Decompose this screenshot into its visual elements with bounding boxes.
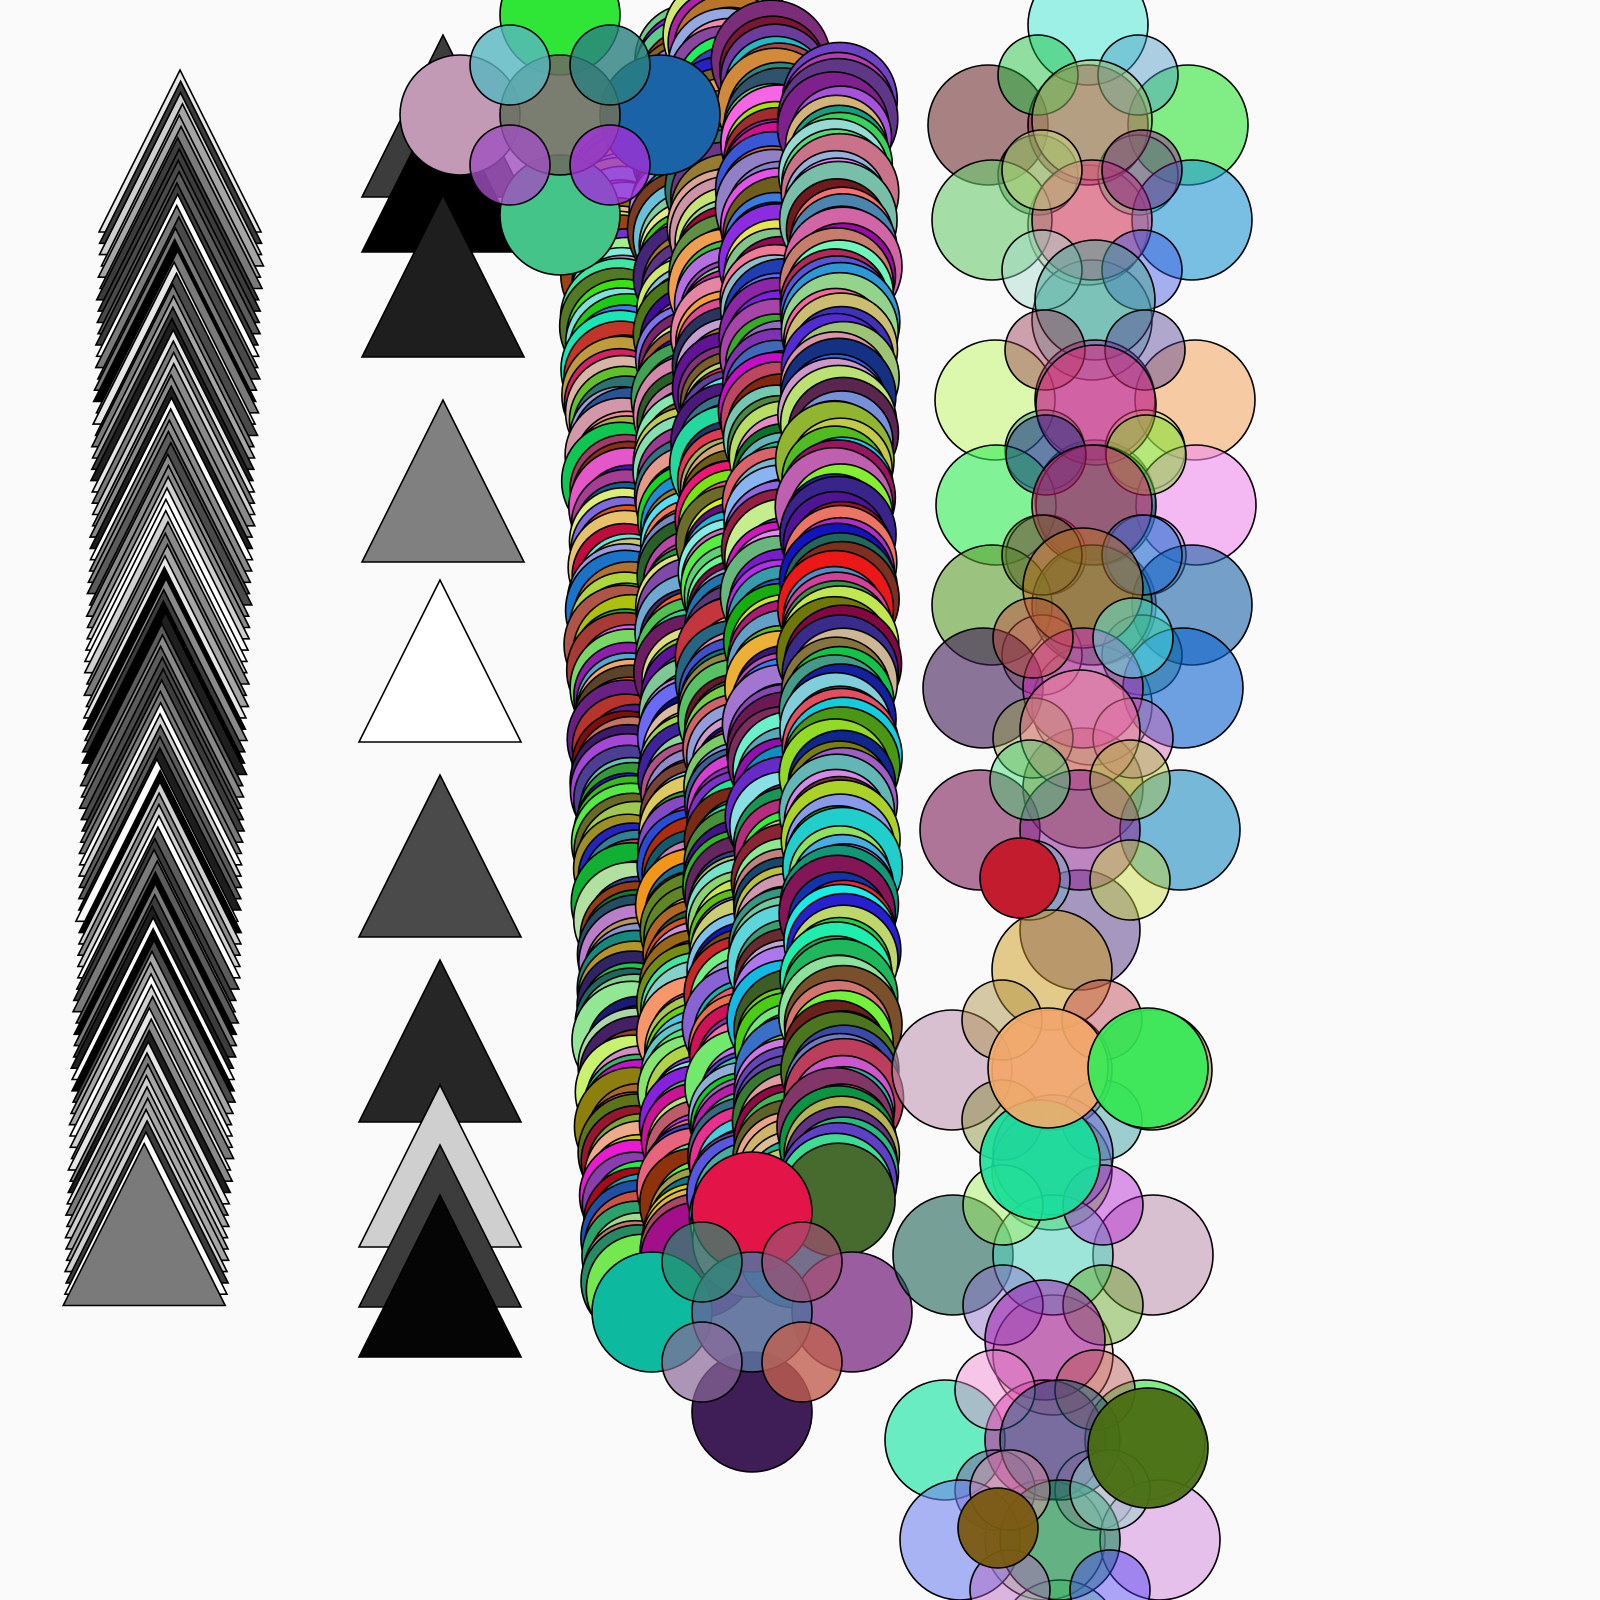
flower-bud [1089,739,1171,821]
color-circle [761,1221,843,1303]
flower-bud [957,1487,1039,1569]
color-circle [661,1221,743,1303]
column-triangle [360,398,526,563]
flower-bud [989,739,1071,821]
flower-bud [1092,597,1174,679]
dense-color-circle-column [399,0,913,1473]
flower-bud [1069,1549,1151,1600]
column-triangle [357,578,523,743]
column-triangle [357,773,523,938]
stacked-gray-triangles [61,68,265,1307]
flower-cluster-column [884,0,1257,1600]
stack-triangle [61,1141,227,1307]
color-circle [661,1321,743,1403]
color-circle [469,124,551,206]
color-circle [569,24,651,106]
color-circle [761,1321,843,1403]
flower-petal [1087,1387,1209,1509]
column-triangle [357,1193,523,1358]
flower-petal [1087,1007,1209,1129]
flower-bud [979,837,1061,919]
column-triangle [360,193,526,358]
flower-bud [1089,839,1171,921]
flower-bud [992,597,1074,679]
flower-bud [1001,129,1083,211]
color-circle [569,124,651,206]
color-circle [469,24,551,106]
flower-bud [1101,129,1183,211]
